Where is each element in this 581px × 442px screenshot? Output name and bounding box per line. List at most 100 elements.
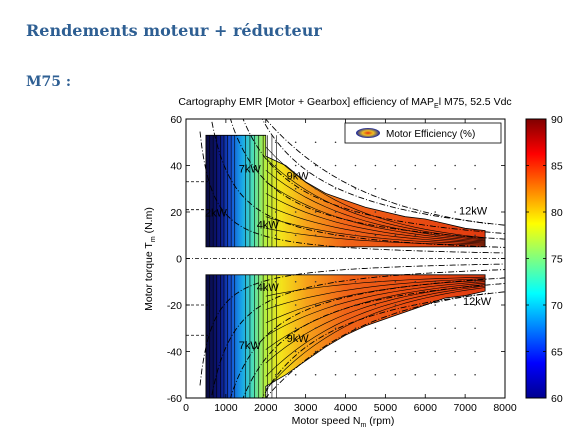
reference-dot — [394, 373, 397, 376]
reference-dot — [394, 211, 397, 213]
x-tick-label: 2000 — [254, 402, 278, 414]
reference-dot — [354, 187, 357, 190]
efficiency-contour — [265, 146, 486, 238]
power-label: 12kW — [459, 205, 488, 217]
colorbar-tick-label: 85 — [551, 161, 563, 173]
colorbar-tick-label: 65 — [551, 347, 563, 359]
power-curves — [186, 119, 505, 398]
x-tick-label: 8000 — [493, 402, 517, 414]
reference-dot — [434, 187, 437, 190]
reference-dot — [454, 304, 456, 306]
reference-dot — [294, 373, 297, 376]
reference-dot — [474, 327, 476, 330]
power-curve — [199, 131, 505, 254]
reference-dot — [314, 373, 317, 376]
reference-dot — [274, 234, 277, 237]
reference-dot — [434, 280, 437, 283]
reference-dot — [354, 164, 357, 167]
reference-dot — [414, 164, 417, 167]
power-labels: 2kW 4kW 7kW 9kW 12kW 4kW 7kW 9kW 12kW — [205, 163, 492, 352]
power-label: 4kW — [257, 282, 280, 294]
section-heading: Rendements moteur + réducteur — [26, 21, 322, 40]
colorbar-tick-label: 75 — [551, 254, 563, 266]
power-label: 7kW — [239, 163, 262, 175]
y-tick-label: -40 — [167, 347, 182, 359]
legend-swatch — [356, 128, 380, 138]
power-curve — [242, 283, 505, 398]
efficiency-contour — [265, 181, 486, 242]
reference-dot — [274, 350, 277, 353]
reference-dot — [274, 280, 277, 283]
colorbar-tick-label: 80 — [551, 207, 563, 219]
reference-dot — [474, 350, 476, 353]
reference-dot — [374, 350, 377, 353]
reference-dot — [294, 187, 297, 190]
reference-dot — [394, 187, 397, 190]
reference-dot — [334, 187, 337, 190]
y-tick-label: -60 — [167, 393, 182, 405]
reference-dot — [434, 327, 437, 330]
y-tick-label: 60 — [170, 114, 182, 126]
power-curve — [230, 119, 505, 240]
reference-dot — [474, 280, 476, 283]
reference-dot — [314, 141, 317, 144]
reference-dot — [374, 234, 377, 237]
reference-dot — [294, 350, 297, 353]
reference-dot — [474, 187, 476, 190]
reference-dot — [414, 187, 417, 190]
reference-dot — [314, 234, 317, 237]
y-tick-label: 20 — [170, 207, 182, 219]
reference-dot — [374, 164, 377, 167]
reference-dot — [374, 187, 377, 190]
reference-dot — [334, 234, 337, 237]
colorbar-ticks: 90 85 80 75 70 65 60 — [526, 114, 563, 405]
reference-dot — [374, 373, 377, 376]
y-tick-label: 40 — [170, 161, 182, 173]
reference-dot — [474, 211, 476, 213]
reference-dot — [434, 350, 437, 353]
power-label: 9kW — [287, 170, 310, 182]
x-tick-label: 4000 — [334, 402, 358, 414]
envelope-curve — [265, 292, 490, 398]
power-label: 4kW — [257, 219, 280, 231]
reference-dot — [274, 141, 277, 144]
reference-dot — [434, 211, 437, 213]
reference-dot — [454, 234, 456, 237]
reference-dot — [434, 234, 437, 237]
legend-label: Motor Efficiency (%) — [386, 129, 475, 140]
reference-dot — [274, 373, 277, 376]
x-axis-label: Motor speed Nm (rpm) — [292, 415, 395, 429]
reference-dot — [414, 211, 417, 213]
x-tick-label: 6000 — [414, 402, 438, 414]
reference-dot — [334, 373, 337, 376]
reference-dot — [394, 327, 397, 330]
reference-dot — [394, 350, 397, 353]
reference-dot — [294, 141, 297, 144]
reference-dot — [454, 280, 456, 283]
reference-dot — [294, 211, 297, 213]
plot-area: 2kW 4kW 7kW 9kW 12kW 4kW 7kW 9kW 12kW 0 1000 2000 3… — [167, 114, 517, 414]
colorbar-tick-label: 70 — [551, 300, 563, 312]
efficiency-contour — [265, 285, 486, 377]
reference-dot — [274, 327, 277, 330]
reference-dot — [414, 304, 417, 306]
reference-dot — [434, 373, 437, 376]
power-curve — [211, 269, 505, 396]
colorbar-tick-label: 90 — [551, 114, 563, 126]
reference-dot — [354, 280, 357, 283]
power-curve — [211, 121, 505, 248]
motor-model-heading: M75 : — [26, 74, 72, 90]
x-tick-label: 1000 — [214, 402, 238, 414]
reference-dot — [334, 350, 337, 353]
reference-dot — [474, 234, 476, 237]
reference-dot — [314, 327, 317, 330]
reference-dot — [354, 304, 357, 306]
efficiency-contour — [265, 284, 486, 364]
power-curve — [230, 277, 505, 398]
reference-dot — [414, 234, 417, 237]
reference-dot — [454, 373, 456, 376]
power-label: 2kW — [205, 208, 228, 220]
x-tick-label: 0 — [183, 402, 189, 414]
efficiency-contours — [209, 135, 486, 398]
